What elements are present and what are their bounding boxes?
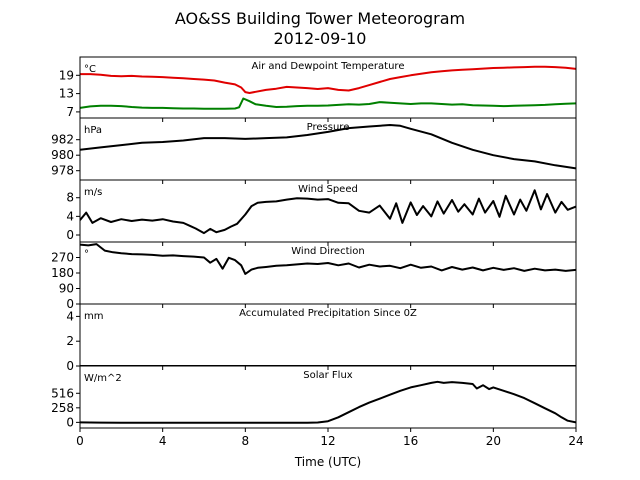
- series-line-1-2: [80, 97, 576, 110]
- x-tick-label: 24: [568, 434, 583, 448]
- y-tick-label: 13: [59, 87, 74, 101]
- panel-unit: °: [84, 249, 89, 260]
- y-tick-label: 270: [51, 251, 74, 265]
- panel-title: Accumulated Precipitation Since 0Z: [239, 308, 417, 319]
- panel-5: 0 2 4 Accumulated Precipitation Since 0Z mm: [66, 303, 577, 373]
- figure-title-line1: AO&SS Building Tower Meteorogram: [175, 9, 465, 28]
- panel-title: Air and Dewpoint Temperature: [252, 61, 405, 72]
- x-tick-label: 16: [403, 434, 418, 448]
- panels: 7 13 19 Air and Dewpoint Temperature °C 978 98…: [51, 56, 577, 432]
- figure-title-line2: 2012-09-10: [274, 29, 367, 48]
- y-tick-label: 7: [66, 105, 74, 119]
- y-tick-label: 0: [66, 415, 74, 429]
- y-tick-label: 258: [51, 401, 74, 415]
- y-tick-label: 0: [66, 228, 74, 242]
- y-tick-label: 978: [51, 164, 74, 178]
- panel-unit: W/m^2: [84, 373, 122, 384]
- series-line-4-1: [80, 243, 576, 275]
- panel-title: Pressure: [307, 122, 350, 133]
- panel-title: Wind Speed: [298, 184, 358, 195]
- panel-title: Wind Direction: [291, 246, 365, 257]
- y-tick-label: 982: [51, 133, 74, 147]
- x-tick-label: 20: [486, 434, 501, 448]
- panel-title: Solar Flux: [303, 370, 353, 381]
- x-tick-label: 12: [320, 434, 335, 448]
- y-tick-label: 180: [51, 266, 74, 280]
- panel-3: 0 4 8 Wind Speed m/s: [66, 179, 577, 246]
- y-tick-label: 0: [66, 359, 74, 373]
- panel-unit: m/s: [84, 187, 102, 198]
- y-tick-label: 8: [66, 191, 74, 205]
- panel-unit: hPa: [84, 125, 102, 136]
- series-line-3-1: [80, 189, 576, 235]
- y-tick-label: 4: [66, 309, 74, 323]
- y-tick-label: 980: [51, 148, 74, 162]
- x-tick-label: 0: [76, 434, 84, 448]
- panel-unit: °C: [84, 64, 96, 75]
- y-tick-label: 4: [66, 209, 74, 223]
- x-axis-label: Time (UTC): [294, 455, 361, 469]
- x-tick-label: 4: [159, 434, 167, 448]
- y-tick-label: 516: [51, 386, 74, 400]
- series-line-2-1: [80, 124, 576, 170]
- y-tick-label: 19: [59, 68, 74, 82]
- panel-unit: mm: [84, 311, 103, 322]
- panel-1: 7 13 19 Air and Dewpoint Temperature °C: [59, 56, 577, 122]
- y-tick-label: 0: [66, 297, 74, 311]
- y-tick-label: 90: [59, 282, 74, 296]
- series-line-1-1: [80, 65, 576, 94]
- x-axis: 0 4 8 12 16 20 24: [76, 434, 583, 448]
- y-tick-label: 2: [66, 334, 74, 348]
- x-tick-label: 8: [242, 434, 250, 448]
- series-line-6-1: [80, 380, 576, 424]
